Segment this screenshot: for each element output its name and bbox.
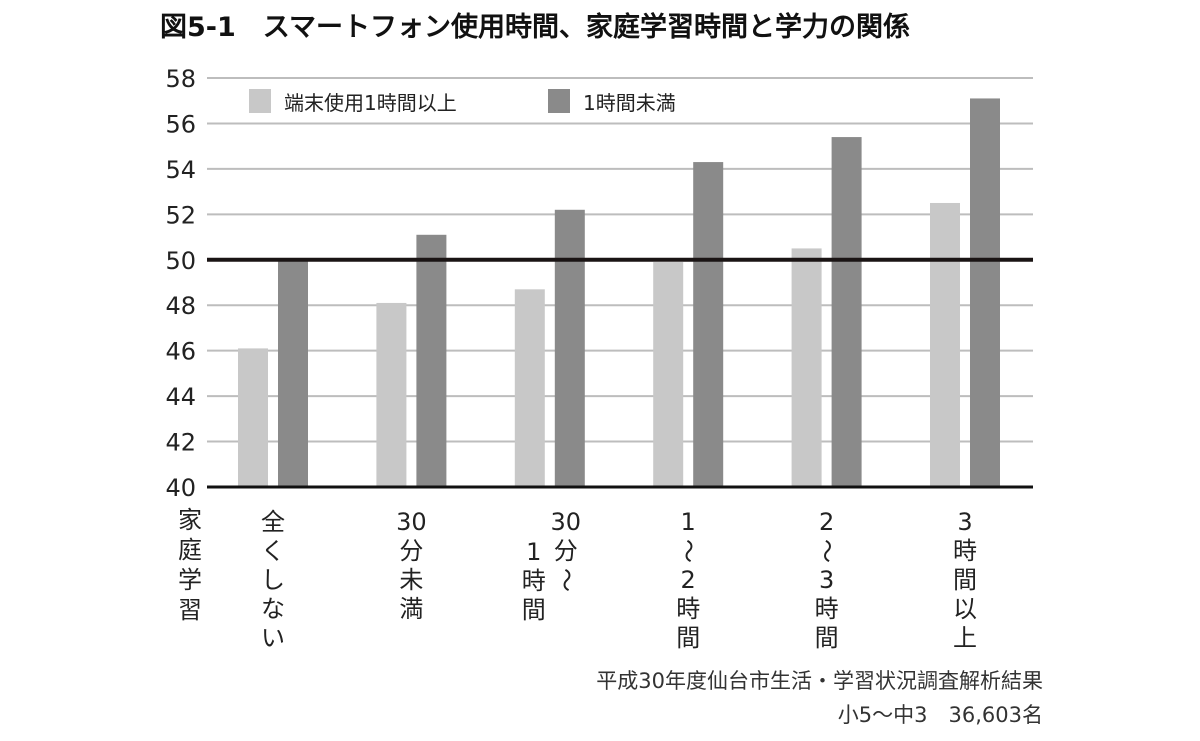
- vertical-char: 満: [399, 595, 423, 623]
- y-tick-label: 40: [165, 474, 196, 502]
- vertical-char: 2: [681, 566, 696, 594]
- legend-swatch: [249, 89, 271, 113]
- source-line-1: 平成30年度仙台市生活・学習状況調査解析結果: [596, 669, 1043, 693]
- category-label: 1 〜 2時間: [674, 508, 702, 652]
- bar-dark: [416, 234, 447, 487]
- legend-label: 1時間未満: [583, 91, 676, 115]
- vertical-char: 学: [178, 566, 202, 594]
- bar-dark: [970, 98, 1000, 487]
- category-label: 2 〜 3時間: [813, 508, 841, 652]
- y-tick-label: 56: [165, 110, 196, 138]
- legend: 端末使用1時間以上 1時間未満: [249, 89, 676, 115]
- vertical-char: 時: [953, 537, 977, 565]
- bar-light: [653, 262, 684, 487]
- y-axis-ticks: 40 42 44 46 48 50 52 54 56 58: [165, 65, 196, 502]
- vertical-char: く: [261, 537, 285, 565]
- bar-dark: [693, 162, 724, 488]
- x-axis-label: 家庭学習: [178, 506, 202, 624]
- vertical-char: し: [261, 566, 285, 594]
- y-tick-label: 46: [165, 338, 196, 366]
- y-tick-label: 54: [165, 156, 196, 184]
- vertical-char: 上: [953, 624, 977, 652]
- vertical-char: 時: [815, 595, 839, 623]
- bar-dark: [831, 137, 862, 488]
- bar-light: [238, 348, 268, 487]
- category-label: 30分〜 1時間: [522, 508, 581, 624]
- bar-dark: [278, 259, 308, 487]
- bar-light: [930, 202, 960, 487]
- vertical-char: 2: [819, 508, 834, 536]
- vertical-char: 間: [676, 624, 700, 652]
- vertical-char: な: [261, 595, 285, 623]
- vertical-char: 〜: [674, 539, 702, 563]
- vertical-char: 分: [554, 537, 578, 565]
- vertical-char: 時: [676, 595, 700, 623]
- gridlines: [207, 77, 1033, 443]
- vertical-char: い: [261, 624, 285, 652]
- vertical-char: 家: [178, 506, 202, 534]
- vertical-char: 全: [261, 508, 285, 536]
- vertical-char: 1: [681, 508, 696, 536]
- vertical-char: 間: [953, 566, 977, 594]
- vertical-char: 間: [815, 624, 839, 652]
- chart-title: 図5-1 スマートフォン使用時間、家庭学習時間と学力の関係: [160, 11, 910, 43]
- vertical-char: 〜: [813, 539, 841, 563]
- bar-light: [791, 248, 822, 487]
- y-tick-label: 50: [165, 247, 196, 275]
- legend-label: 端末使用1時間以上: [284, 91, 457, 115]
- vertical-char: 〜: [552, 568, 580, 592]
- vertical-char: 3: [957, 508, 972, 536]
- vertical-char: 以: [953, 595, 977, 623]
- vertical-char: 3: [819, 566, 834, 594]
- legend-swatch: [548, 89, 570, 113]
- bar-dark: [554, 209, 585, 488]
- vertical-char: 時: [522, 567, 546, 595]
- y-tick-label: 48: [165, 292, 196, 320]
- bars: [238, 98, 1000, 488]
- vertical-char: 30: [551, 508, 582, 536]
- y-tick-label: 58: [165, 65, 196, 93]
- bar-light: [514, 289, 545, 487]
- bar-light: [376, 302, 407, 487]
- source-line-2: 小5〜中3 36,603名: [838, 703, 1043, 727]
- vertical-char: 庭: [178, 536, 202, 564]
- vertical-char: 30: [396, 508, 427, 536]
- vertical-char: 習: [178, 596, 202, 624]
- y-tick-label: 52: [165, 201, 196, 229]
- y-tick-label: 44: [165, 383, 196, 411]
- vertical-char: 未: [399, 566, 423, 594]
- vertical-char: 間: [522, 596, 546, 624]
- vertical-char: 分: [399, 537, 423, 565]
- y-tick-label: 42: [165, 429, 196, 457]
- vertical-char: 1: [526, 538, 541, 566]
- reference-line-group: [207, 257, 1033, 489]
